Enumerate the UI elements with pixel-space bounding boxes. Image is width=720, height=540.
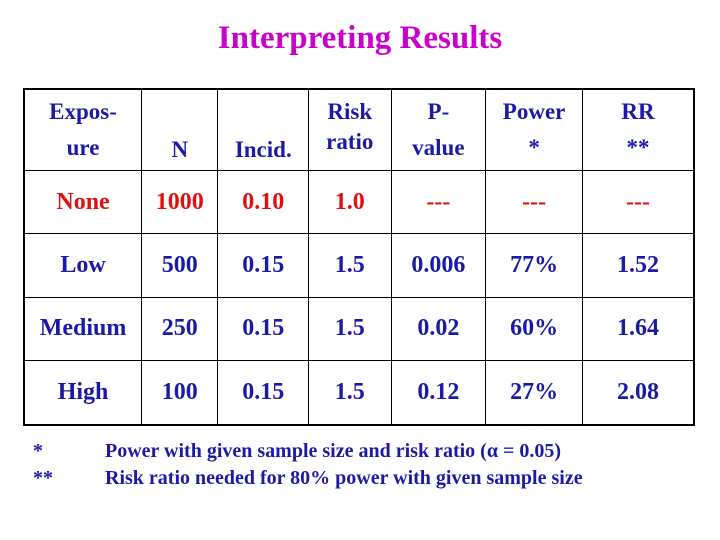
cell-power: 60% bbox=[485, 296, 583, 361]
header-line: Expos- bbox=[49, 99, 117, 124]
cell-incidence: 0.15 bbox=[217, 359, 310, 426]
cell-risk-ratio: 1.5 bbox=[308, 296, 392, 361]
cell-rr: 2.08 bbox=[581, 359, 695, 426]
header-line: * bbox=[528, 134, 540, 160]
cell-n: 250 bbox=[141, 296, 219, 361]
header-rr: RR ** bbox=[581, 88, 695, 171]
table-row: High 100 0.15 1.5 0.12 27% 2.08 bbox=[23, 359, 695, 426]
table-row: Low 500 0.15 1.5 0.006 77% 1.52 bbox=[23, 233, 695, 298]
footnote-power: * Power with given sample size and risk … bbox=[33, 438, 583, 465]
header-line: P- bbox=[427, 99, 450, 124]
cell-risk-ratio: 1.5 bbox=[308, 233, 392, 298]
results-table: Expos- ure N Incid. Risk ratio P- value … bbox=[23, 88, 695, 426]
footnote-text: Risk ratio needed for 80% power with giv… bbox=[105, 467, 583, 489]
header-p-value: P- value bbox=[390, 88, 487, 171]
cell-incidence: 0.10 bbox=[217, 169, 310, 235]
header-n: N bbox=[141, 88, 219, 171]
header-line: Power bbox=[502, 99, 566, 124]
header-incidence: Incid. bbox=[217, 88, 310, 171]
cell-power: 77% bbox=[485, 233, 583, 298]
cell-p-value: 0.02 bbox=[390, 296, 487, 361]
cell-n: 500 bbox=[141, 233, 219, 298]
footnote-mark: * bbox=[33, 440, 43, 462]
cell-power: --- bbox=[485, 169, 583, 235]
header-risk-ratio: Risk ratio bbox=[308, 88, 392, 171]
cell-n: 100 bbox=[141, 359, 219, 426]
cell-power: 27% bbox=[485, 359, 583, 426]
header-line: Incid. bbox=[234, 137, 292, 163]
cell-exposure: High bbox=[23, 359, 143, 426]
header-line: ratio bbox=[326, 128, 374, 154]
table-row: None 1000 0.10 1.0 --- --- --- bbox=[23, 169, 695, 235]
header-exposure: Expos- ure bbox=[23, 88, 143, 171]
header-line: RR bbox=[621, 99, 655, 124]
footnotes: * Power with given sample size and risk … bbox=[33, 438, 583, 492]
header-line: Risk bbox=[327, 99, 373, 124]
cell-p-value: 0.12 bbox=[390, 359, 487, 426]
header-power: Power * bbox=[485, 88, 583, 171]
cell-exposure: None bbox=[23, 169, 143, 235]
cell-rr: 1.52 bbox=[581, 233, 695, 298]
cell-exposure: Low bbox=[23, 233, 143, 298]
cell-risk-ratio: 1.0 bbox=[308, 169, 392, 235]
table-row: Medium 250 0.15 1.5 0.02 60% 1.64 bbox=[23, 296, 695, 361]
cell-n: 1000 bbox=[141, 169, 219, 235]
cell-p-value: 0.006 bbox=[390, 233, 487, 298]
cell-risk-ratio: 1.5 bbox=[308, 359, 392, 426]
header-line: ** bbox=[626, 134, 650, 160]
cell-rr: 1.64 bbox=[581, 296, 695, 361]
footnote-rr: ** Risk ratio needed for 80% power with … bbox=[33, 465, 583, 492]
cell-rr: --- bbox=[581, 169, 695, 235]
cell-incidence: 0.15 bbox=[217, 233, 310, 298]
footnote-mark: ** bbox=[33, 467, 53, 489]
cell-incidence: 0.15 bbox=[217, 296, 310, 361]
cell-exposure: Medium bbox=[23, 296, 143, 361]
page-title: Interpreting Results bbox=[217, 20, 503, 56]
header-line: N bbox=[171, 137, 189, 163]
table-header-row: Expos- ure N Incid. Risk ratio P- value … bbox=[23, 88, 695, 171]
cell-p-value: --- bbox=[390, 169, 487, 235]
footnote-text: Power with given sample size and risk ra… bbox=[105, 440, 562, 462]
header-line: ure bbox=[66, 134, 100, 160]
header-line: value bbox=[412, 134, 465, 160]
